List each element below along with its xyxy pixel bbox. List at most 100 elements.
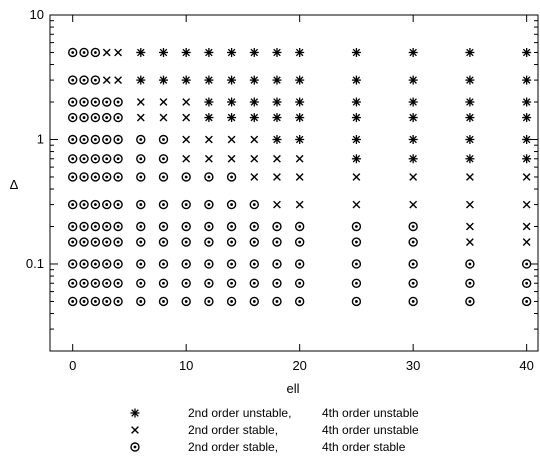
dotted-circle-marker [249,199,259,210]
asterisk-marker [158,47,168,57]
asterisk-marker [522,154,532,164]
dotted-circle-marker [136,296,146,307]
dotted-circle-marker [158,296,169,307]
dotted-circle-marker [181,296,191,307]
asterisk-marker [465,134,475,144]
dotted-circle-marker [67,47,78,58]
dotted-circle-marker [102,199,112,210]
dotted-circle-marker [226,296,237,307]
cross-marker [250,173,259,181]
dotted-circle-marker [67,112,78,123]
cross-marker [131,426,139,434]
asterisk-marker [351,75,361,85]
dotted-circle-marker [158,172,169,182]
dotted-circle-marker [294,278,305,288]
cross-marker [250,154,259,163]
cross-marker [295,154,304,163]
dotted-circle-marker [351,296,362,307]
asterisk-marker [408,75,418,85]
x-tick-label: 10 [179,358,193,373]
asterisk-marker [249,47,259,57]
dotted-circle-marker [204,221,214,232]
asterisk-marker [181,47,191,57]
dotted-circle-marker [294,259,305,269]
asterisk-marker [158,75,168,85]
cross-marker [114,48,122,57]
dotted-circle-marker [521,259,532,269]
cross-marker [182,98,191,106]
asterisk-marker [249,75,259,85]
asterisk-marker [272,47,282,57]
dotted-circle-marker [272,259,282,269]
dotted-circle-marker [181,278,191,288]
dotted-circle-marker [158,259,169,269]
asterisk-marker [227,97,237,107]
dotted-circle-marker [113,172,123,182]
cross-marker [182,154,191,163]
dotted-circle-marker [181,237,191,247]
dotted-circle-marker [90,75,101,85]
dotted-circle-marker [102,278,112,288]
asterisk-marker [204,113,214,123]
dotted-circle-marker [79,112,89,123]
legend-label-2nd-order: 2nd order unstable, [188,406,291,420]
cross-marker [466,222,474,231]
asterisk-marker [295,47,305,57]
cross-marker [522,238,531,246]
asterisk-marker [227,113,237,123]
asterisk-marker [204,97,214,107]
dotted-circle-marker [351,259,362,269]
dotted-circle-marker [249,278,259,288]
cross-marker [295,173,304,181]
dotted-circle-marker [272,278,282,288]
asterisk-marker [408,134,418,144]
dotted-circle-marker [79,296,89,307]
x-tick-label: 20 [292,358,306,373]
dotted-circle-marker [67,97,78,107]
dotted-circle-marker [90,278,101,288]
asterisk-marker [351,47,361,57]
dotted-circle-marker [181,259,191,269]
asterisk-marker [408,154,418,164]
cross-marker [182,113,191,122]
dotted-circle-marker [465,259,475,269]
dotted-circle-marker [79,134,89,145]
asterisk-marker [408,113,418,123]
y-tick-label: 0.1 [26,256,44,271]
asterisk-marker [465,75,475,85]
dotted-circle-marker [79,172,89,182]
cross-marker [273,173,281,181]
dotted-circle-marker [521,296,532,307]
x-tick-label: 40 [519,358,533,373]
dotted-circle-marker [408,278,418,288]
dotted-circle-marker [90,259,101,269]
dotted-circle-marker [67,278,78,288]
dotted-circle-marker [181,199,191,210]
dotted-circle-marker [102,134,112,145]
asterisk-marker [408,97,418,107]
dotted-circle-marker [204,259,214,269]
dotted-circle-marker [136,199,146,210]
dotted-circle-marker [90,221,101,232]
cross-marker [102,48,111,57]
asterisk-marker [272,134,282,144]
dotted-circle-marker [226,172,237,182]
dotted-circle-marker [226,221,237,232]
dotted-circle-marker [102,97,112,107]
dotted-circle-marker [113,154,123,164]
asterisk-marker [249,97,259,107]
dotted-circle-marker [79,154,89,164]
legend-label-4th-order: 4th order unstable [322,406,419,420]
dotted-circle-marker [249,221,259,232]
dotted-circle-marker [136,259,146,269]
x-axis-label: ell [286,381,299,396]
dotted-circle-marker [90,134,101,145]
dotted-circle-marker [102,112,112,123]
dotted-circle-marker [90,237,101,247]
asterisk-marker [522,75,532,85]
legend-label-4th-order: 4th order unstable [322,423,419,437]
dotted-circle-marker [67,75,78,85]
dotted-circle-marker [79,278,89,288]
cross-marker [522,173,531,181]
